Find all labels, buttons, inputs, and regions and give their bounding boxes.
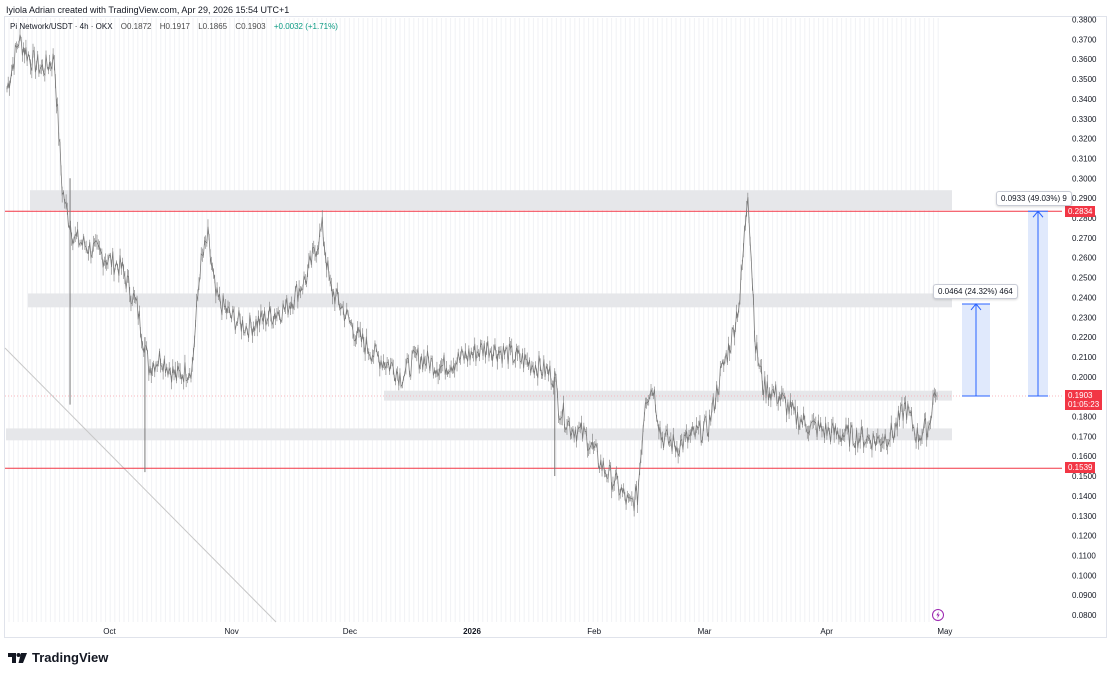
x-tick-label: Nov [225, 627, 239, 636]
y-tick-label: 0.1500 [1072, 472, 1097, 481]
y-tick-label: 0.3400 [1072, 95, 1097, 104]
y-tick-label: 0.1000 [1072, 571, 1097, 580]
y-tick-label: 0.2900 [1072, 194, 1097, 203]
tradingview-logo-icon [8, 652, 27, 663]
horizontal-levels [5, 210, 1062, 469]
y-tick-label: 0.2800 [1072, 214, 1097, 223]
y-tick-label: 0.0800 [1072, 611, 1097, 620]
lightning-icon[interactable] [932, 609, 944, 621]
price-line [6, 34, 938, 512]
support-resistance-zones [6, 190, 952, 441]
measure-arrowhead [1032, 210, 1044, 218]
upper-level-price-tag: 0.2834 [1065, 206, 1096, 217]
diagonal-trendline [4, 347, 277, 623]
y-tick-label: 0.3500 [1072, 75, 1097, 84]
y-tick-label: 0.1400 [1072, 492, 1097, 501]
vertical-grid [8, 18, 939, 622]
symbol-legend: Pi Network/USDT · 4h · OKX O0.1872 H0.19… [10, 22, 338, 31]
current-price-value: 0.1903 [1068, 391, 1093, 400]
current-price-tag: 0.1903 01:05:23 [1065, 390, 1103, 410]
x-tick-label: May [937, 627, 952, 636]
x-tick-label: Apr [820, 627, 833, 636]
attribution-text: Iyiola Adrian created with TradingView.c… [6, 5, 290, 15]
y-tick-label: 0.1100 [1072, 551, 1096, 560]
y-tick-label: 0.3800 [1072, 16, 1097, 25]
price-zone [30, 190, 952, 211]
price-zone [28, 293, 952, 308]
symbol-label: Pi Network/USDT · 4h · OKX [10, 22, 113, 31]
y-tick-label: 0.1800 [1072, 413, 1097, 422]
close-value: C0.1903 [235, 22, 266, 31]
tradingview-brand[interactable]: TradingView [8, 650, 108, 665]
y-tick-label: 0.0900 [1072, 591, 1097, 600]
y-tick-label: 0.1200 [1072, 532, 1097, 541]
measure-arrowhead [970, 303, 982, 311]
y-tick-label: 0.2100 [1072, 353, 1097, 362]
y-tick-label: 0.2700 [1072, 234, 1097, 243]
low-value: L0.1865 [198, 22, 228, 31]
x-tick-label: Mar [698, 627, 712, 636]
y-tick-label: 0.2200 [1072, 333, 1097, 342]
x-tick-label: Feb [587, 627, 601, 636]
measure-tools [962, 210, 1048, 397]
y-tick-label: 0.1600 [1072, 452, 1097, 461]
chart-frame[interactable] [4, 16, 1107, 638]
y-tick-label: 0.2000 [1072, 373, 1097, 382]
high-value: H0.1917 [159, 22, 190, 31]
measure-label-short[interactable]: 0.0464 (24.32%) 464 [933, 284, 1018, 299]
y-tick-label: 0.3700 [1072, 35, 1097, 44]
y-tick-label: 0.3200 [1072, 135, 1097, 144]
change-value: +0.0032 (+1.71%) [273, 22, 338, 31]
x-tick-label: 2026 [463, 627, 481, 636]
price-series [6, 28, 938, 517]
price-zone [6, 428, 952, 441]
y-axis-ticks: 0.3800 0.3700 0.3600 0.3500 0.3400 0.3300 0.32… [1072, 16, 1097, 621]
y-tick-label: 0.2600 [1072, 254, 1097, 263]
y-tick-label: 0.3600 [1072, 55, 1097, 64]
y-tick-label: 0.2400 [1072, 293, 1097, 302]
y-tick-label: 0.3300 [1072, 115, 1097, 124]
x-tick-label: Oct [103, 627, 116, 636]
candle-countdown: 01:05:23 [1068, 400, 1100, 409]
measure-label-long[interactable]: 0.0933 (49.03%) 9 [996, 191, 1072, 206]
y-tick-label: 0.2500 [1072, 274, 1097, 283]
y-tick-label: 0.1700 [1072, 432, 1097, 441]
lower-level-price-tag: 0.1539 [1065, 462, 1096, 473]
y-tick-label: 0.1300 [1072, 512, 1097, 521]
price-chart[interactable]: Oct Nov Dec 2026 Feb Mar Apr May 0.38000.37000.… [0, 0, 1113, 640]
x-axis-ticks: Oct Nov Dec 2026 Feb Mar Apr May [103, 627, 952, 636]
x-tick-label: Dec [343, 627, 357, 636]
open-value: O0.1872 [120, 22, 152, 31]
y-tick-label: 0.3100 [1072, 154, 1097, 163]
y-tick-label: 0.2300 [1072, 313, 1097, 322]
tradingview-wordmark: TradingView [32, 650, 109, 665]
y-tick-label: 0.3000 [1072, 174, 1097, 183]
